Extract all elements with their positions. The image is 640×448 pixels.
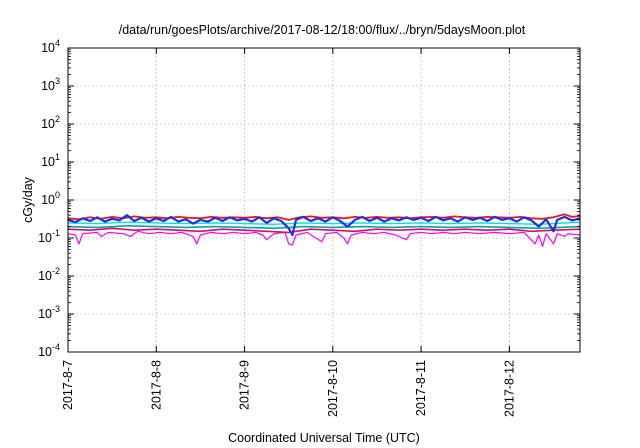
x-tick-label: 2017-8-7 (61, 360, 75, 410)
y-tick-exponent: 1 (55, 152, 60, 162)
y-tick-label: 10-1 (38, 228, 60, 245)
series-6-line (67, 214, 581, 237)
y-tick-base: 10 (41, 117, 55, 131)
y-tick-base: 10 (41, 155, 55, 169)
series-4-line (67, 221, 581, 226)
y-axis-label: cGy/day (21, 176, 35, 223)
y-tick-label: 101 (41, 152, 60, 169)
y-tick-base: 10 (41, 193, 55, 207)
y-tick-label: 10-2 (38, 266, 60, 283)
series-3-line (67, 225, 581, 230)
x-tick-label: 2017-8-10 (326, 360, 340, 417)
y-tick-base: 10 (38, 345, 52, 359)
x-tick-label: 2017-8-8 (149, 360, 163, 410)
y-tick-base: 10 (41, 79, 55, 93)
chart-title: /data/run/goesPlots/archive/2017-08-12/1… (119, 23, 526, 37)
x-tick-label: 2017-8-9 (238, 360, 252, 410)
y-tick-base: 10 (41, 41, 55, 55)
series-1-line (67, 230, 581, 247)
x-tick-label: 2017-8-12 (502, 360, 516, 417)
y-tick-base: 10 (38, 269, 52, 283)
y-tick-exponent: -4 (52, 342, 60, 352)
y-tick-label: 10-3 (38, 304, 60, 321)
y-tick-label: 10-4 (38, 342, 60, 359)
y-tick-base: 10 (38, 307, 52, 321)
series-5-line (67, 213, 581, 221)
y-tick-exponent: 2 (55, 114, 60, 124)
chart-grid (68, 48, 580, 352)
y-tick-exponent: 4 (55, 38, 60, 48)
y-tick-exponent: 0 (55, 190, 60, 200)
y-tick-label: 100 (41, 190, 60, 207)
y-tick-label: 103 (41, 76, 60, 93)
series-2-line (67, 227, 581, 234)
y-tick-exponent: 3 (55, 76, 60, 86)
y-tick-base: 10 (38, 231, 52, 245)
y-tick-label: 102 (41, 114, 60, 131)
x-axis-label: Coordinated Universal Time (UTC) (228, 431, 420, 445)
x-axis: 2017-8-7 2017-8-8 2017-8-9 2017-8-10 2017-8-… (61, 48, 516, 417)
x-tick-label: 2017-8-11 (414, 360, 428, 416)
y-tick-exponent: -3 (52, 304, 60, 314)
y-tick-exponent: -2 (52, 266, 60, 276)
y-tick-exponent: -1 (52, 228, 60, 238)
y-tick-label: 104 (41, 38, 60, 55)
series-layer (67, 213, 581, 247)
